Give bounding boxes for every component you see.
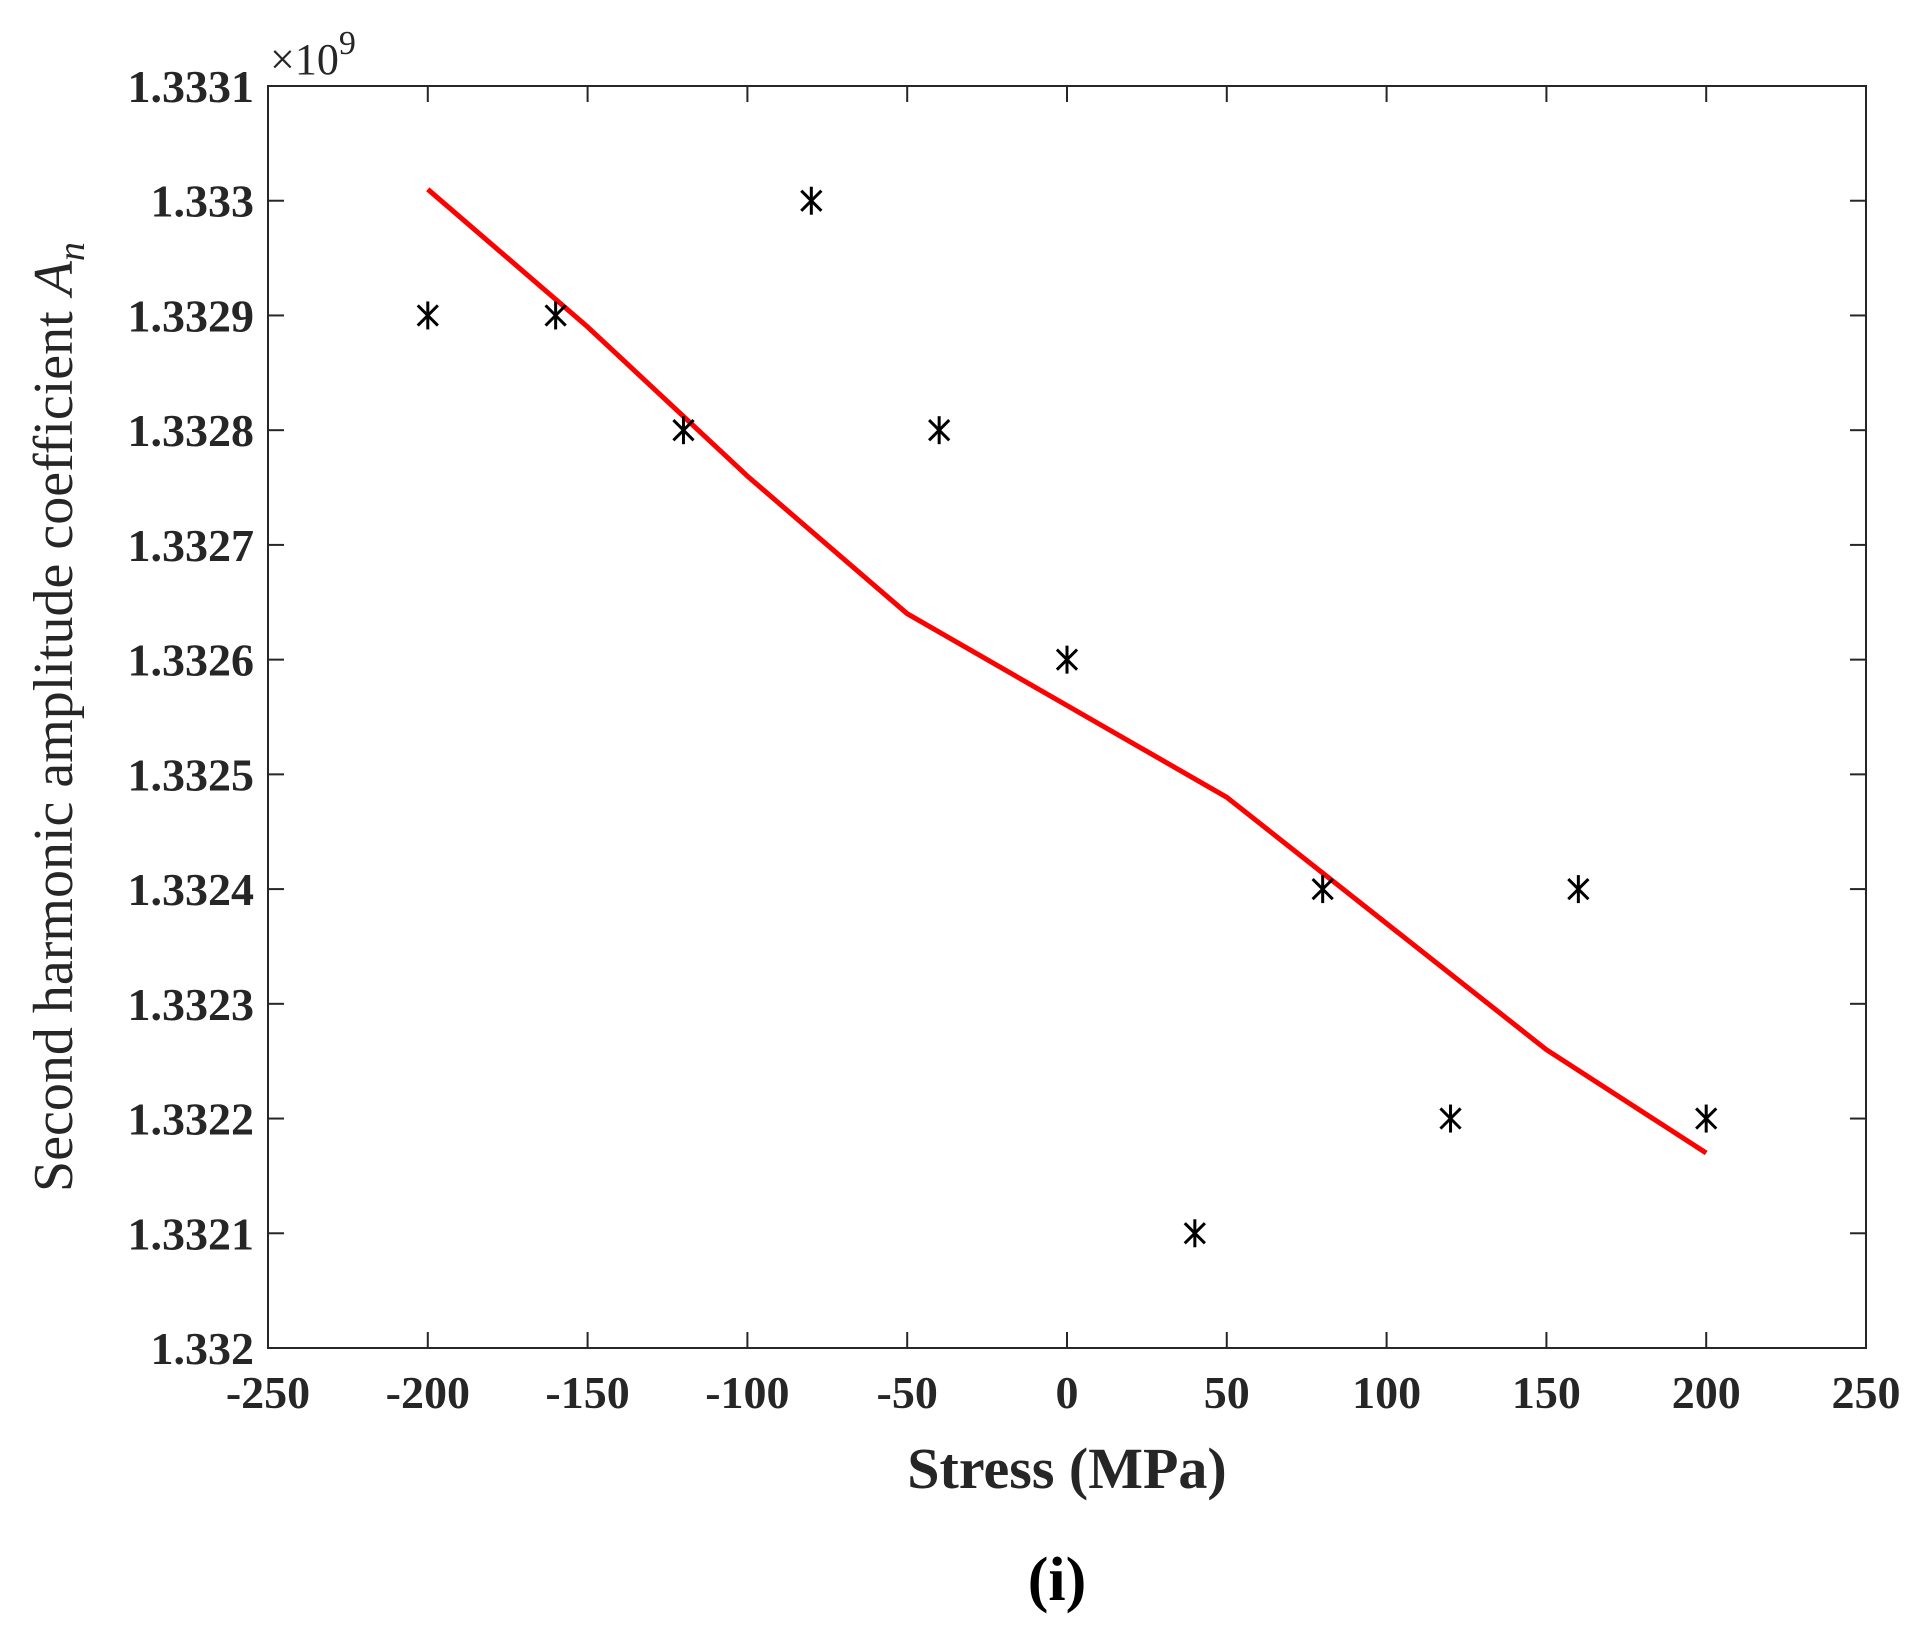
data-point [416,301,439,330]
y-axis-label: Second harmonic amplitude coefficientAn [23,242,93,1192]
y-exponent-label: ×109 [270,25,356,84]
data-point [800,186,823,215]
x-tick-label: -100 [705,1367,789,1418]
y-axis-label-text: Second harmonic amplitude coefficientAn [23,242,93,1192]
data-point [672,416,695,445]
x-tick-label: 50 [1204,1367,1250,1418]
y-tick-label: 1.3321 [128,1208,255,1259]
data-point [928,416,951,445]
y-tick-label: 1.3324 [128,864,255,915]
data-point [544,301,567,330]
data-point [1695,1104,1718,1133]
y-tick-label: 1.3323 [128,979,255,1030]
x-tick-label: -150 [545,1367,629,1418]
data-point [1311,875,1334,904]
x-tick-label: 100 [1352,1367,1421,1418]
plot-frame [267,85,1867,1349]
y-tick-label: 1.3327 [128,520,255,571]
data-point [1183,1219,1206,1248]
x-tick-label: 150 [1512,1367,1581,1418]
x-tick-label: -200 [386,1367,470,1418]
y-tick-label: 1.3326 [128,635,255,686]
y-tick-label: 1.3331 [128,61,255,112]
x-tick-label: 0 [1056,1367,1079,1418]
y-tick-label: 1.3322 [128,1094,255,1145]
x-tick-label: -50 [877,1367,938,1418]
y-tick-label: 1.3328 [128,405,255,456]
y-tick-label: 1.3329 [128,290,255,341]
fit-line-layer [426,187,1708,1156]
data-point [1439,1104,1462,1133]
fit-line [426,187,1708,1156]
y-tick-label: 1.332 [151,1323,255,1374]
x-axis-label: Stress (MPa) [907,1436,1226,1501]
data-point [1567,875,1590,904]
data-point [1055,645,1079,674]
x-tick-label: 200 [1672,1367,1741,1418]
data-markers [416,186,1718,1248]
y-tick-label: 1.3325 [128,749,255,800]
y-tick-label: 1.333 [151,176,255,227]
y-tick-labels: 1.332 1.3321 1.3322 1.3323 1.3324 1.3325 1.332… [128,61,255,1374]
figure-caption: (i) [1028,1546,1087,1614]
x-tick-label: -250 [226,1367,310,1418]
x-tick-label: 250 [1832,1367,1901,1418]
x-tick-labels: -250 -200 -150 -100 -50 0 50 100 150 200 250 [226,1367,1901,1418]
